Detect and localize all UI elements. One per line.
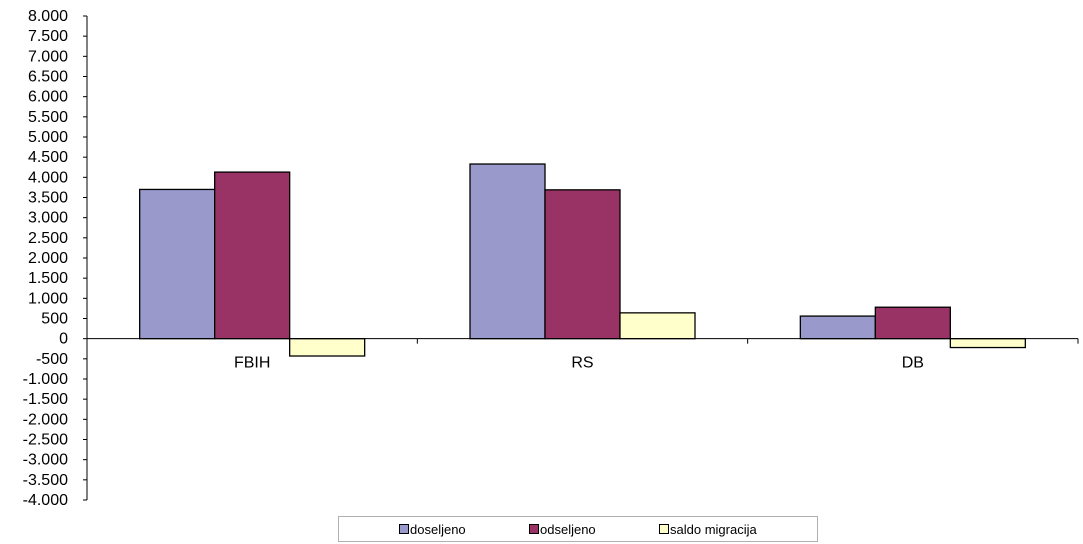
legend-swatch-odseljeno: [529, 524, 539, 534]
legend-swatch-saldo-migracija: [659, 524, 669, 534]
x-tick-label-fbih: FBIH: [234, 355, 270, 372]
y-tick-label: -2.500: [23, 432, 68, 449]
bar-doseljeno-db: [799, 315, 876, 340]
y-tick-label: -2.000: [23, 411, 68, 428]
bar-saldo-migracija-rs: [619, 312, 696, 340]
y-tick-label: 6.500: [28, 69, 68, 86]
x-tick-label-db: DB: [902, 355, 924, 372]
bar-saldo-migracija-fbih: [289, 338, 366, 357]
y-tick-label: 1.500: [28, 270, 68, 287]
legend-label-odseljeno: odseljeno: [540, 522, 596, 537]
y-tick-label: 3.000: [28, 210, 68, 227]
x-tick-label-rs: RS: [571, 355, 593, 372]
y-tick-label: 3.500: [28, 190, 68, 207]
legend-item-odseljeno: odseljeno: [529, 523, 596, 537]
y-tick-label: 0: [59, 331, 68, 348]
legend: doseljeno odseljeno saldo migracija: [338, 516, 818, 542]
y-axis: -4.000 -3.500 -3.000 -2.500 -2.000 -1.500 -1.0…: [23, 8, 88, 509]
x-axis: FBIH RS DB: [86, 338, 1079, 372]
legend-label-saldo-migracija: saldo migracija: [670, 522, 757, 537]
bar-saldo-migracija-db: [949, 338, 1026, 349]
bar-doseljeno-rs: [469, 163, 546, 340]
y-tick-label: -500: [36, 351, 68, 368]
y-tick-label: -1.000: [23, 371, 68, 388]
legend-swatch-doseljeno: [399, 524, 409, 534]
y-tick-label: 2.500: [28, 230, 68, 247]
legend-item-saldo-migracija: saldo migracija: [659, 523, 757, 537]
y-tick-label: 4.000: [28, 169, 68, 186]
y-tick-label: 5.500: [28, 109, 68, 126]
y-tick-label: 1.000: [28, 290, 68, 307]
bar-odseljeno-db: [874, 306, 951, 340]
y-tick-label: 2.000: [28, 250, 68, 267]
y-tick-label: 4.500: [28, 149, 68, 166]
y-tick-label: 7.500: [28, 28, 68, 45]
y-tick-label: -4.000: [23, 492, 68, 509]
bar-odseljeno-fbih: [214, 171, 291, 340]
legend-item-doseljeno: doseljeno: [399, 523, 466, 537]
y-tick-label: 6.000: [28, 89, 68, 106]
y-tick-label: 8.000: [28, 8, 68, 25]
y-tick-label: 500: [41, 311, 68, 328]
y-tick-label: 5.000: [28, 129, 68, 146]
y-tick-label: 7.000: [28, 48, 68, 65]
y-tick-label: -3.000: [23, 452, 68, 469]
y-tick-label: -1.500: [23, 391, 68, 408]
y-tick-label: -3.500: [23, 472, 68, 489]
bar-odseljeno-rs: [544, 189, 621, 340]
legend-label-doseljeno: doseljeno: [410, 522, 466, 537]
bars: [139, 163, 1026, 357]
bar-doseljeno-fbih: [139, 188, 216, 340]
